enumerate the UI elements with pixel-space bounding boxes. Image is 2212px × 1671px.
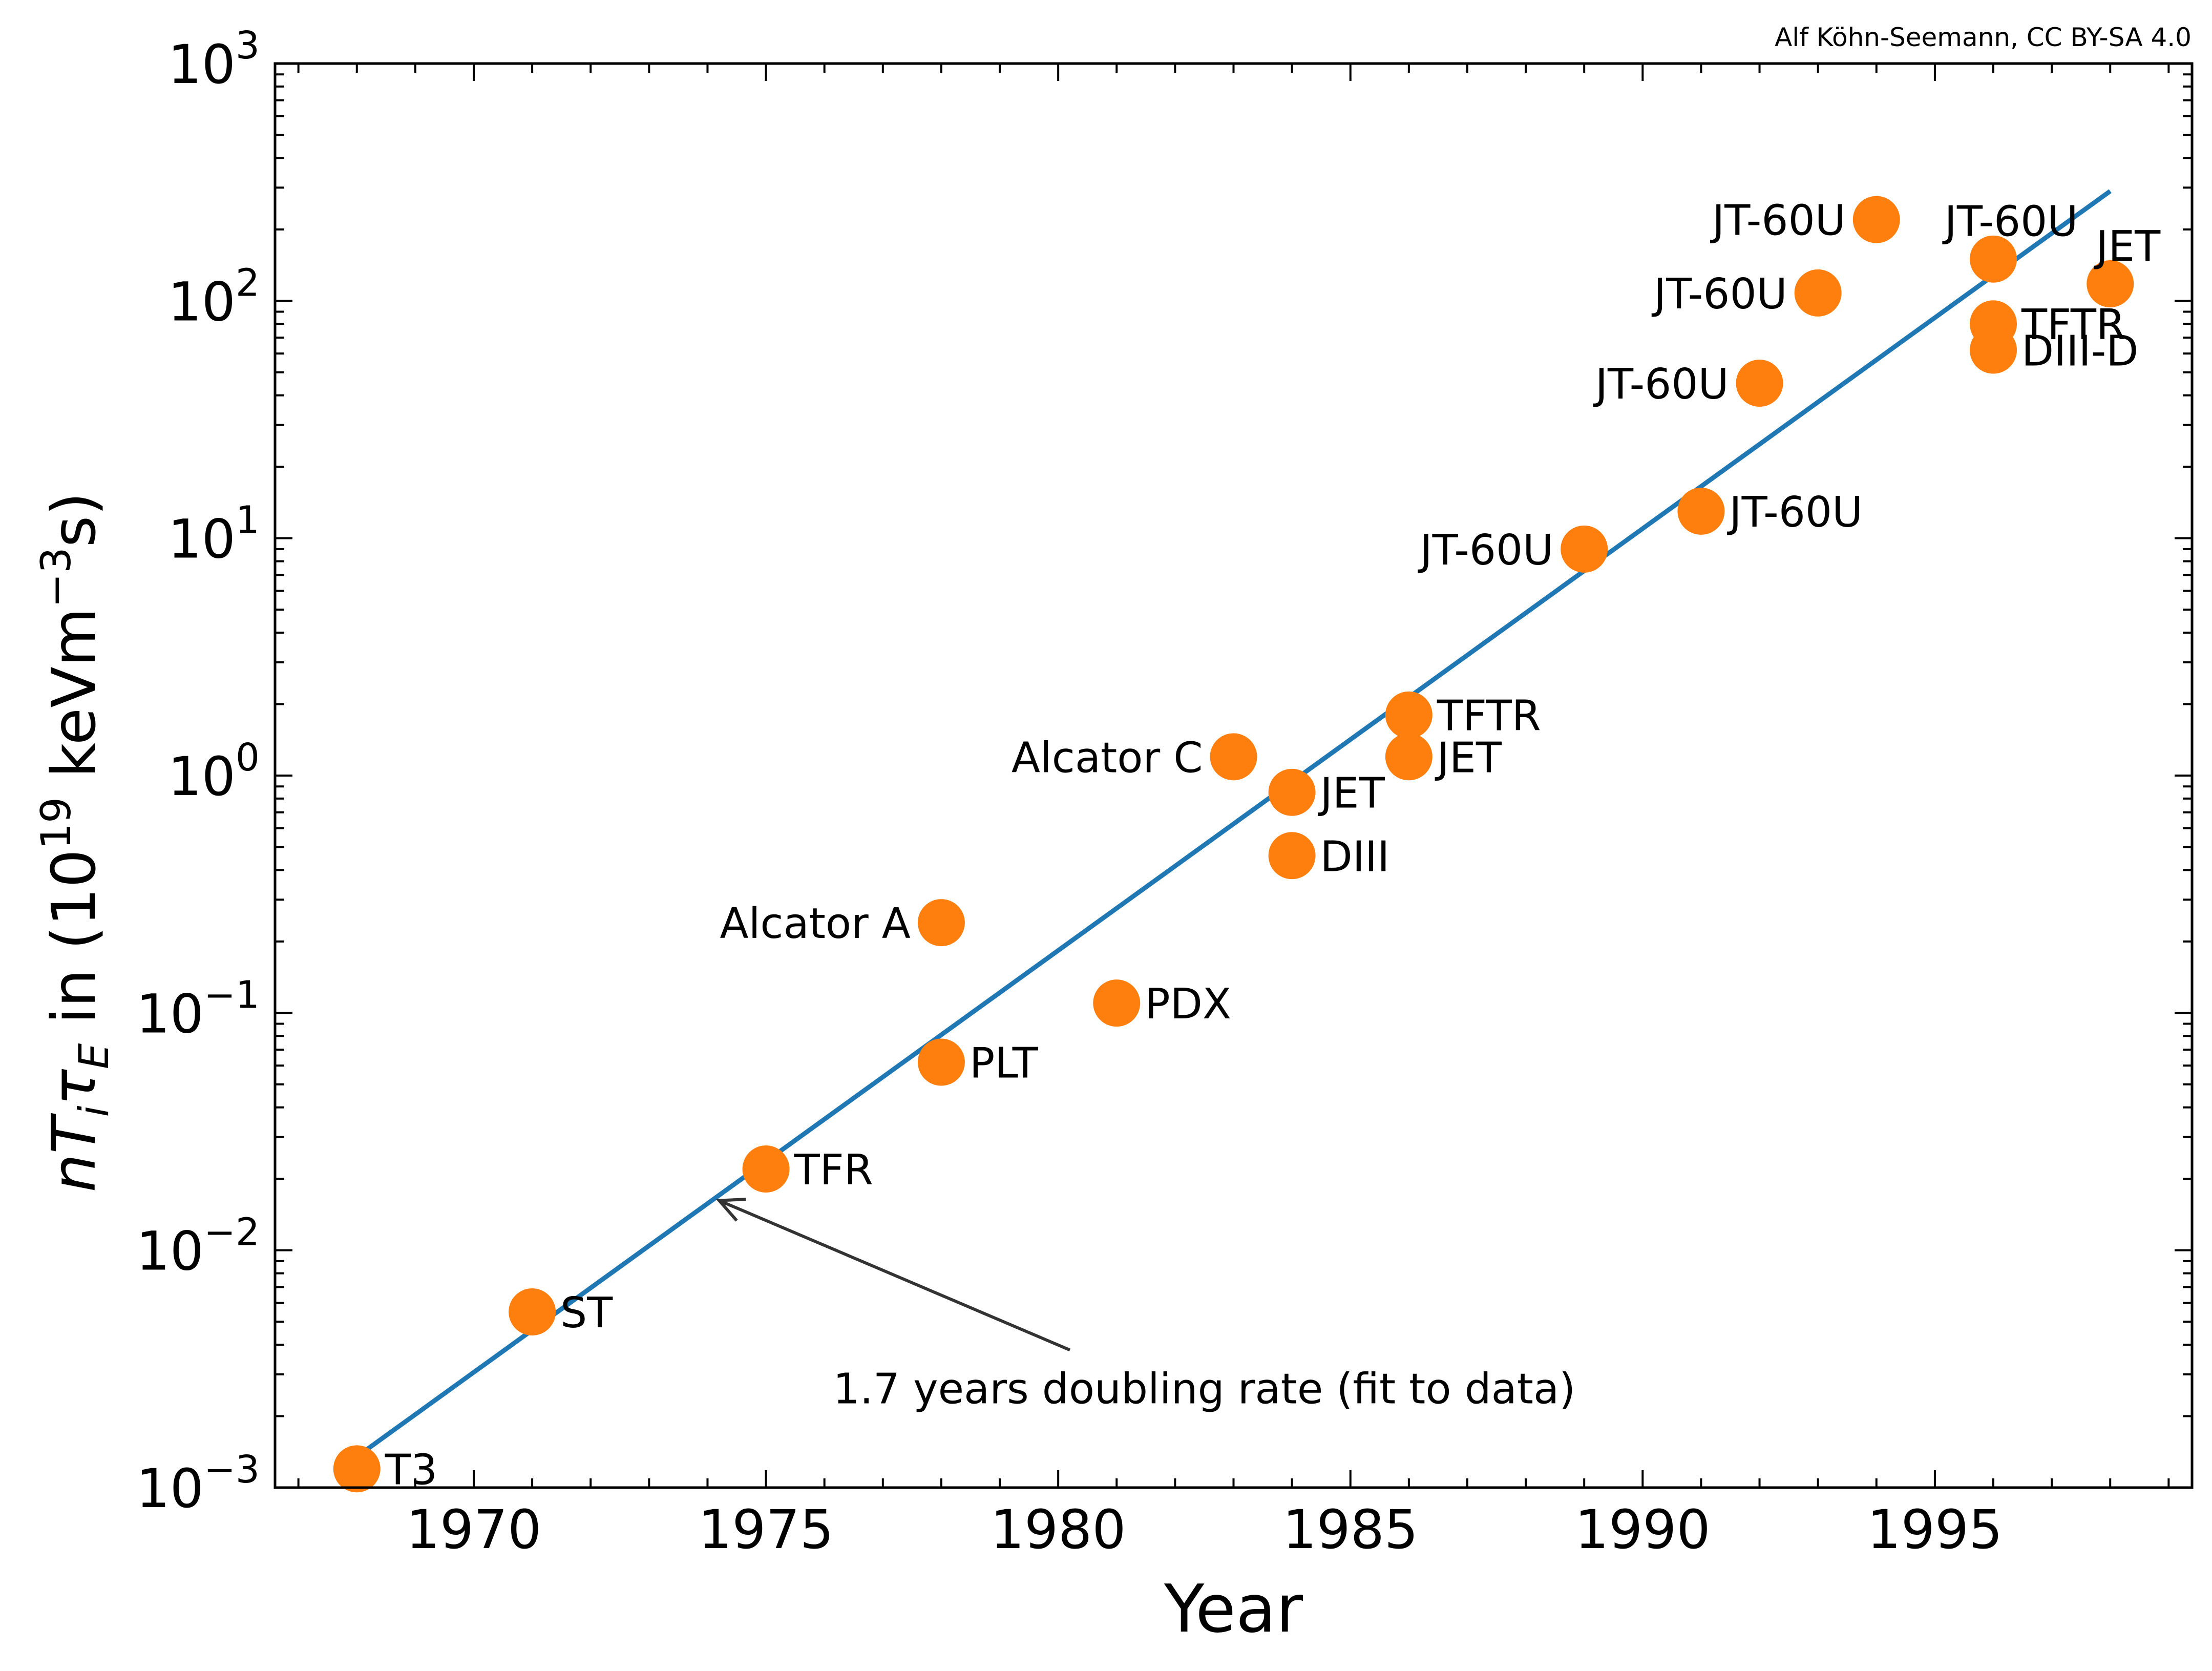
data-point — [1852, 196, 1900, 243]
data-point-label: JT-60U — [1417, 526, 1553, 575]
data-point — [509, 1288, 556, 1335]
data-point — [2087, 260, 2134, 308]
data-point-label: PDX — [1145, 980, 1231, 1029]
data-point — [917, 899, 965, 947]
data-point — [333, 1445, 381, 1493]
y-tick-base: 10 — [136, 1457, 204, 1520]
x-tick-label: 1985 — [1282, 1498, 1418, 1561]
labels-layer: T3 ST TFR PLT Alcator A PDX Alcator C JET DIII TF… — [385, 197, 2161, 1495]
data-point-label: ST — [560, 1289, 613, 1338]
data-point-label: JT-60U — [1942, 198, 2078, 246]
ylabel-unit: keVm — [38, 608, 109, 797]
data-point-label: DIII — [1320, 832, 1390, 881]
points-layer — [333, 196, 2134, 1493]
data-point-label: JT-60U — [1710, 197, 1846, 245]
x-tick-label: 1980 — [991, 1498, 1126, 1561]
data-point-label: Alcator C — [1012, 734, 1203, 782]
data-point — [1093, 979, 1141, 1027]
y-tick-label: 103 — [168, 24, 260, 96]
ylabel-exp19: 19 — [32, 797, 80, 849]
ylabel-n: n — [38, 1154, 109, 1193]
annotation-text: 1.7 years doubling rate (fit to data) — [833, 1365, 1576, 1414]
data-point — [1561, 525, 1608, 573]
ylabel-i: i — [70, 1105, 118, 1117]
data-point — [742, 1145, 790, 1193]
data-point-label: T3 — [385, 1446, 437, 1494]
data-point — [1385, 733, 1432, 781]
y-tick-base: 10 — [168, 33, 236, 96]
data-point — [917, 1038, 965, 1086]
data-point — [1794, 269, 1842, 317]
data-point-label: JET — [2093, 222, 2161, 271]
data-point-label: TFR — [794, 1146, 873, 1195]
y-tick-base: 10 — [136, 983, 204, 1045]
data-point — [1268, 832, 1316, 880]
annotation-arrowhead — [715, 1198, 746, 1222]
x-tick-label: 1995 — [1867, 1498, 2003, 1561]
data-point-label: JET — [1435, 734, 1502, 782]
plot-frame — [273, 62, 2194, 1489]
x-axis-title: Year — [1164, 1571, 1303, 1647]
data-point — [1970, 326, 2017, 374]
data-point — [1268, 768, 1316, 816]
y-tick-exponent: 2 — [236, 261, 260, 305]
y-tick-exponent: −3 — [204, 1448, 260, 1492]
data-point — [1677, 487, 1725, 535]
data-point-label: JT-60U — [1651, 270, 1787, 319]
annotation-layer: 1.7 years doubling rate (fit to data) — [715, 1198, 1576, 1414]
y-tick-base: 10 — [168, 270, 236, 333]
y-tick-label: 101 — [168, 498, 260, 571]
data-point-label: TFTR — [1437, 692, 1541, 741]
ylabel-in: in (10 — [38, 849, 109, 1043]
data-point-label: JET — [1318, 769, 1385, 818]
y-tick-label: 100 — [168, 736, 260, 808]
y-axis-title: nTiτE in (1019 keVm−3s) — [32, 492, 118, 1193]
y-tick-exponent: −2 — [204, 1210, 260, 1255]
ylabel-E: E — [70, 1043, 118, 1069]
ylabel-tau: τ — [38, 1069, 109, 1105]
data-point-label: DIII-D — [2021, 327, 2138, 376]
data-point — [1210, 733, 1257, 781]
y-tick-label: 102 — [168, 261, 260, 333]
y-tick-label: 10−2 — [136, 1210, 260, 1283]
fit-layer — [355, 189, 2112, 1459]
ylabel-T: T — [38, 1113, 109, 1154]
ylabel-exp-m3: −3 — [32, 547, 80, 608]
data-point — [1970, 235, 2017, 283]
annotation-arrow-shaft — [719, 1199, 1071, 1352]
y-tick-label: 10−1 — [136, 973, 260, 1045]
data-point — [1385, 691, 1432, 739]
data-point-label: JT-60U — [1726, 488, 1863, 537]
data-point-label: JT-60U — [1593, 360, 1729, 409]
x-tick-label: 1975 — [698, 1498, 834, 1561]
data-point-label: Alcator A — [720, 900, 911, 948]
y-tick-exponent: 3 — [236, 24, 260, 68]
x-tick-label: 1990 — [1575, 1498, 1711, 1561]
y-tick-exponent: 0 — [236, 736, 260, 780]
ylabel-close: s) — [38, 492, 109, 548]
ticks-layer: 1970 1975 1980 1985 1990 199510−310−210−11001… — [136, 24, 2192, 1561]
data-point — [1736, 360, 1783, 407]
data-point-label: TFTR — [2021, 301, 2125, 349]
data-point-label: PLT — [970, 1039, 1039, 1088]
fit-line — [355, 189, 2112, 1459]
y-tick-base: 10 — [136, 1220, 204, 1283]
y-tick-base: 10 — [168, 508, 236, 571]
attribution-text: Alf Köhn-Seemann, CC BY-SA 4.0 — [1775, 23, 2192, 52]
x-tick-label: 1970 — [406, 1498, 542, 1561]
y-tick-exponent: −1 — [204, 973, 260, 1017]
y-tick-exponent: 1 — [236, 498, 260, 542]
y-tick-label: 10−3 — [136, 1448, 260, 1520]
y-tick-base: 10 — [168, 745, 236, 808]
